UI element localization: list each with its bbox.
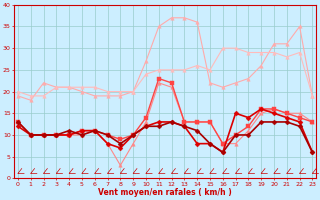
X-axis label: Vent moyen/en rafales ( km/h ): Vent moyen/en rafales ( km/h ) [98, 188, 232, 197]
